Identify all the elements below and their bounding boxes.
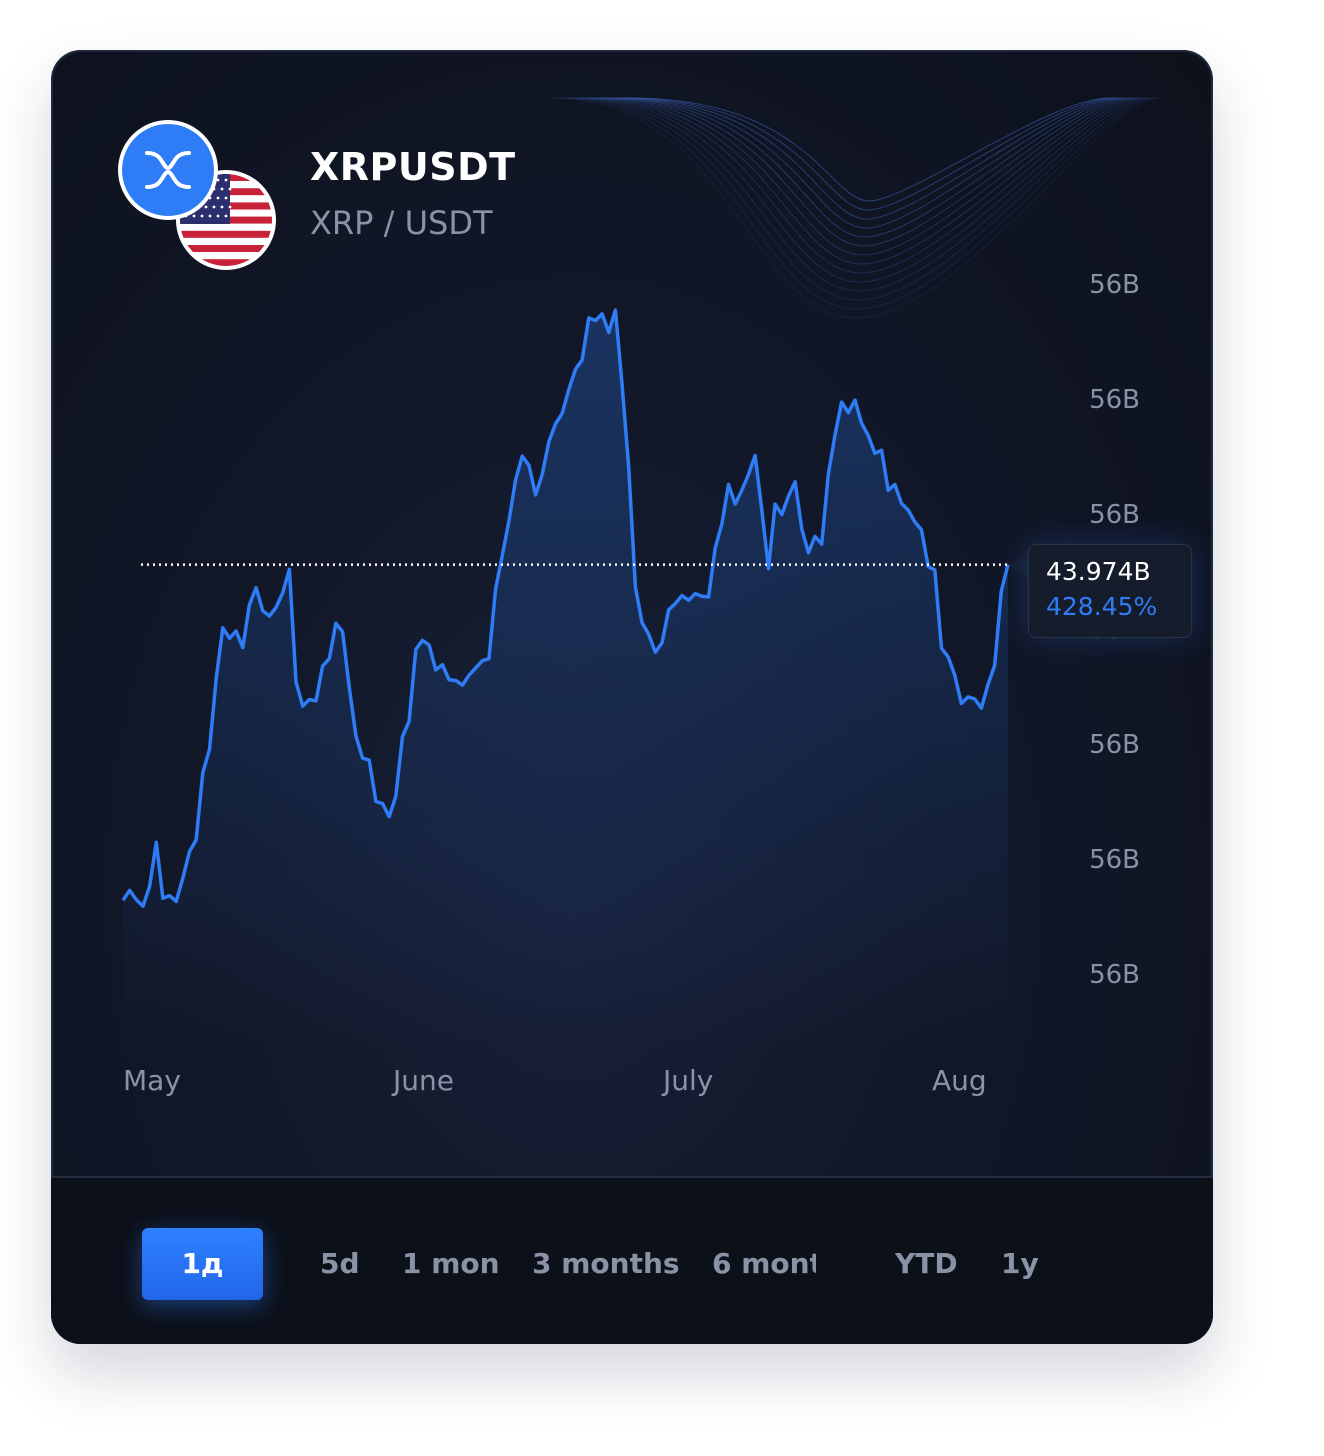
x-tick-label: Aug	[932, 1064, 987, 1097]
range-1-month-button[interactable]: 1 mon	[402, 1247, 500, 1280]
range-ytd-button[interactable]: YTD	[895, 1247, 958, 1280]
range-1y-button[interactable]: 1y	[1001, 1247, 1039, 1280]
time-range-selector: 1д 5d 1 mon 3 months 6 mont YTD 1y	[51, 1178, 1213, 1344]
range-6-months-button[interactable]: 6 mont	[712, 1247, 816, 1280]
range-5d-button[interactable]: 5d	[320, 1247, 360, 1280]
decorative-wave-lines	[550, 97, 1162, 319]
x-tick-label: June	[393, 1064, 454, 1097]
y-tick-label: 56B	[1089, 270, 1140, 300]
x-tick-label: May	[123, 1064, 181, 1097]
range-3-months-button[interactable]: 3 months	[532, 1247, 680, 1280]
series-area	[123, 310, 1008, 1050]
pair-symbol: XRPUSDT	[310, 145, 516, 189]
price-tooltip: 43.974B 428.45%	[1028, 544, 1192, 638]
y-tick-label: 56B	[1089, 500, 1140, 530]
y-tick-label: 56B	[1089, 730, 1140, 760]
y-tick-label: 56B	[1089, 385, 1140, 415]
x-tick-label: July	[663, 1064, 714, 1097]
tooltip-value: 43.974B	[1046, 557, 1151, 586]
pair-icons	[118, 120, 278, 270]
tooltip-pointer	[1008, 550, 1028, 579]
pair-subtitle: XRP / USDT	[310, 204, 493, 242]
range-1d-button[interactable]: 1д	[142, 1228, 263, 1300]
divider	[51, 1176, 1213, 1178]
y-tick-label: 56B	[1089, 960, 1140, 990]
tooltip-change: 428.45%	[1046, 592, 1158, 621]
y-tick-label: 56B	[1089, 845, 1140, 875]
price-chart	[121, 308, 1028, 1050]
xrp-icon	[118, 120, 218, 220]
chart-card: XRPUSDT XRP / USDT 56B56B56B56B56B56B56B…	[51, 50, 1213, 1344]
series-line	[121, 308, 1010, 908]
